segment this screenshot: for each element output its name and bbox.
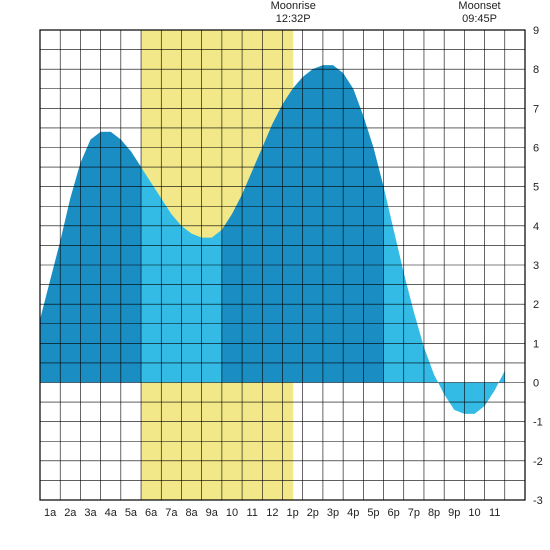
moonset-label: Moonset 09:45P [450,0,510,26]
svg-text:9a: 9a [206,507,219,519]
svg-text:6p: 6p [388,507,400,519]
svg-text:4: 4 [533,221,539,233]
svg-text:3p: 3p [327,507,339,519]
svg-text:1p: 1p [286,507,298,519]
svg-text:11: 11 [489,507,500,519]
chart-svg: -3-2-101234567891a2a3a4a5a6a7a8a9a101112… [0,0,550,550]
svg-text:7: 7 [533,103,539,115]
svg-text:7a: 7a [165,507,178,519]
tide-chart: Moonrise 12:32P Moonset 09:45P -3-2-1012… [0,0,550,550]
svg-text:5p: 5p [367,507,379,519]
moonset-time: 09:45P [462,13,497,25]
svg-text:1a: 1a [44,507,57,519]
svg-text:10: 10 [468,507,480,519]
svg-text:8p: 8p [428,507,440,519]
svg-text:2p: 2p [307,507,319,519]
svg-text:12: 12 [266,507,278,519]
svg-text:4a: 4a [105,507,118,519]
svg-text:10: 10 [226,507,238,519]
svg-text:6: 6 [533,143,539,155]
svg-text:3: 3 [533,260,539,272]
moonrise-label: Moonrise 12:32P [263,0,323,26]
moonset-title: Moonset [458,0,500,12]
svg-text:-3: -3 [533,495,543,507]
svg-text:4p: 4p [347,507,359,519]
svg-text:3a: 3a [84,507,97,519]
svg-text:2a: 2a [64,507,77,519]
svg-text:11: 11 [246,507,257,519]
svg-text:-2: -2 [533,456,543,468]
svg-text:8: 8 [533,64,539,76]
svg-text:2: 2 [533,299,539,311]
svg-text:-1: -1 [533,417,543,429]
svg-text:9: 9 [533,25,539,37]
svg-text:5a: 5a [125,507,138,519]
svg-text:0: 0 [533,378,539,390]
svg-text:1: 1 [533,338,539,350]
svg-text:6a: 6a [145,507,158,519]
moonrise-time: 12:32P [276,13,311,25]
moonrise-title: Moonrise [271,0,316,12]
svg-text:7p: 7p [408,507,420,519]
svg-text:9p: 9p [448,507,460,519]
svg-text:5: 5 [533,182,539,194]
svg-text:8a: 8a [185,507,198,519]
